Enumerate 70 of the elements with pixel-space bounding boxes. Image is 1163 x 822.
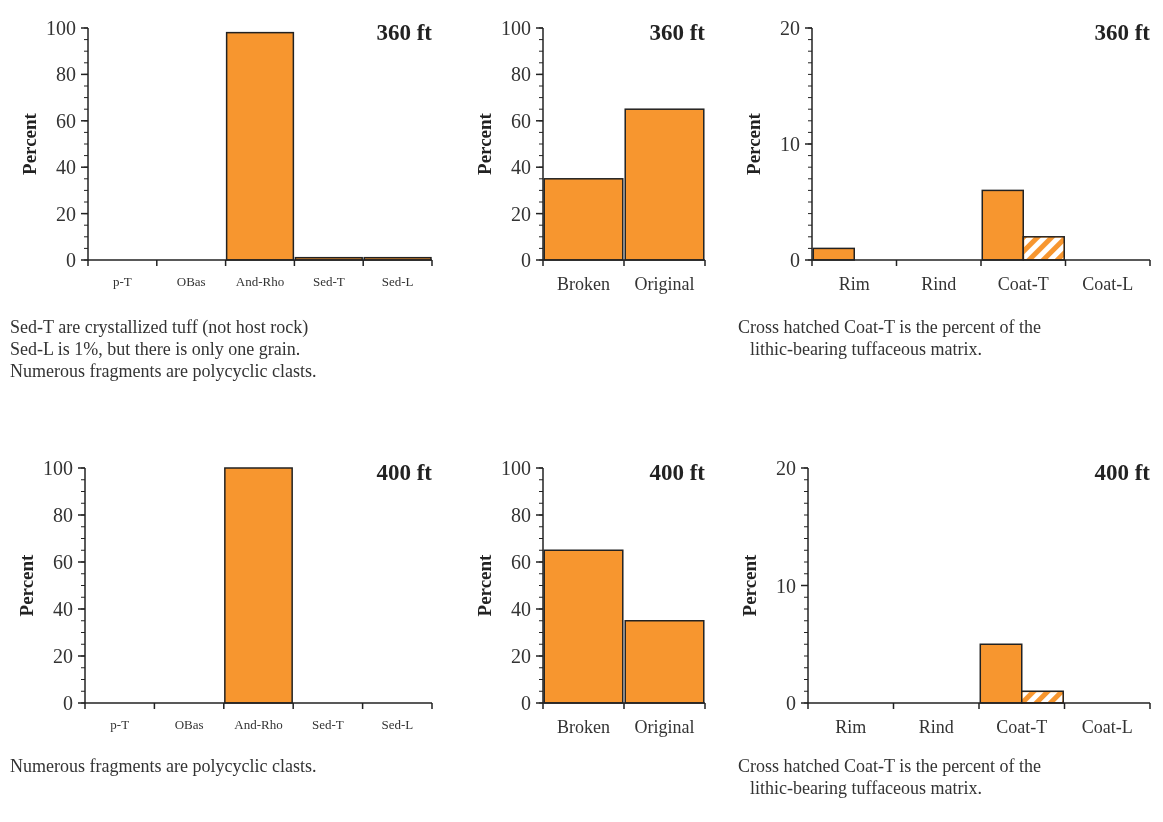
chart-title: 360 ft [1094,20,1151,45]
y-tick-label: 0 [786,692,796,714]
x-tick-label: Coat-T [996,717,1048,737]
x-tick-label: Coat-L [1081,717,1133,737]
y-tick-label: 100 [46,17,76,39]
y-axis-title: Percent [739,553,760,617]
x-tick-label: Rim [838,274,870,294]
y-tick-label: 80 [56,63,76,86]
y-tick-label: 100 [43,457,73,479]
y-tick-label: 80 [53,504,73,526]
y-tick-label: 0 [63,692,73,714]
y-tick-label: 0 [66,249,76,271]
text: Numerous fragments are polycyclic clasts. [10,756,317,776]
x-tick-label: Original [634,717,695,737]
x-tick-label: Rim [835,717,867,737]
y-axis-title: Percent [16,553,37,617]
y-tick-label: 20 [780,17,800,39]
x-tick-label: OBas [176,274,206,289]
text: Numerous fragments are polycyclic clasts. [10,361,317,381]
y-tick-label: 80 [511,63,531,86]
y-axis-title: Percent [19,112,40,175]
x-tick-label: And-Rho [234,717,283,732]
chart-title: 400 ft [376,460,433,485]
y-tick-label: 20 [56,202,76,225]
y-tick-label: 60 [511,551,531,573]
y-tick-label: 20 [511,645,531,667]
y-tick-label: 100 [501,17,531,39]
x-tick-label: Rind [918,717,954,737]
y-tick-label: 40 [56,156,76,179]
text: Sed-L is 1%, but there is only one grain. [10,339,301,359]
y-tick-label: 0 [521,692,531,714]
y-tick-label: 0 [790,249,800,271]
x-tick-label: p-T [113,274,132,289]
y-axis-title: Percent [474,112,495,175]
text: Cross hatched Coat-T is the percent of the lithic-bearing tuffaceous matrix. [738,317,1042,359]
y-tick-label: 80 [511,504,531,526]
x-tick-label: Rind [921,274,957,294]
y-tick-label: 60 [53,551,73,573]
x-tick-label: p-T [110,717,130,732]
x-tick-label: Sed-L [381,274,414,289]
y-tick-label: 20 [511,202,531,225]
text: Sed-T are crystallized tuff (not host rock) [10,317,309,338]
y-tick-label: 100 [501,457,531,479]
y-tick-label: 60 [511,109,531,132]
x-tick-label: Sed-T [312,274,345,289]
y-axis-title: Percent [743,112,764,175]
y-tick-label: 10 [776,574,796,597]
x-tick-label: Sed-T [312,717,344,732]
x-tick-label: Broken [557,274,610,294]
chart-title: 360 ft [649,20,706,45]
text: Cross hatched Coat-T is the percent of the lithic-bearing tuffaceous matrix. [738,756,1042,798]
y-tick-label: 40 [511,598,531,620]
chart-title: 400 ft [1094,460,1151,485]
x-tick-label: Broken [557,717,610,737]
y-tick-label: 40 [511,156,531,179]
chart-title: 400 ft [649,460,706,485]
y-axis-title: Percent [474,553,495,617]
x-tick-label: Original [634,274,695,294]
y-tick-label: 10 [780,133,800,155]
y-tick-label: 0 [521,249,531,271]
x-tick-label: Coat-L [1082,274,1134,294]
x-tick-label: Coat-T [997,274,1049,294]
x-tick-label: And-Rho [235,274,285,289]
y-tick-label: 20 [776,457,796,479]
x-tick-label: OBas [174,717,204,732]
y-tick-label: 20 [53,645,73,667]
y-tick-label: 60 [56,109,76,132]
x-tick-label: Sed-L [381,717,414,732]
chart-title: 360 ft [376,20,433,45]
y-tick-label: 40 [53,598,73,620]
